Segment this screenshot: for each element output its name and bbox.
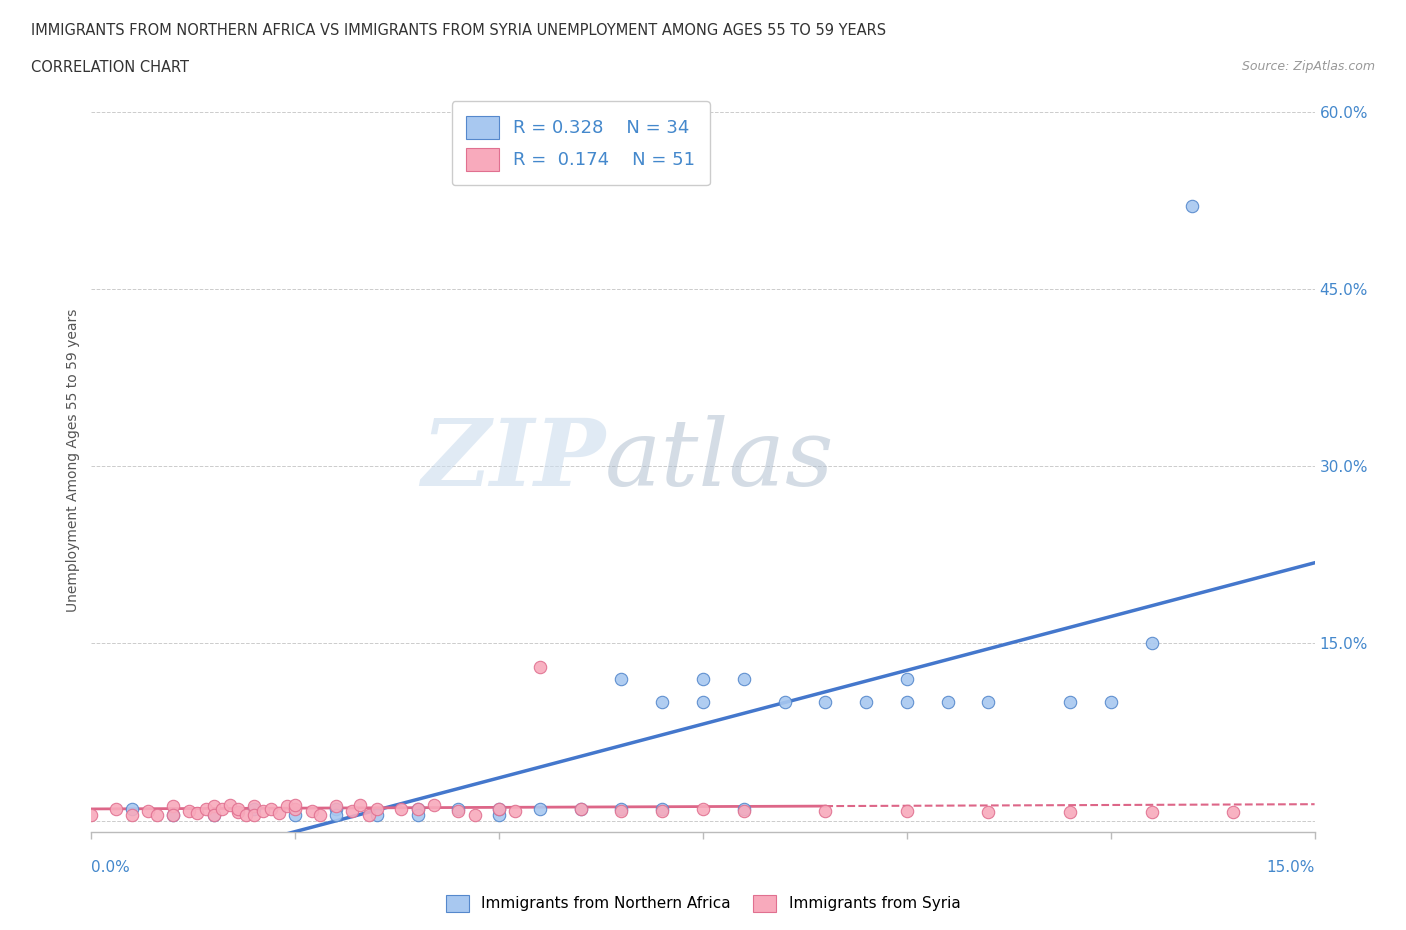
Point [733,804,755,818]
Point [569,802,592,817]
Point [325,802,347,817]
Point [505,804,527,818]
Point [357,807,380,822]
Point [276,799,298,814]
Point [226,802,249,817]
Text: CORRELATION CHART: CORRELATION CHART [31,60,188,75]
Point [896,671,918,686]
Point [406,802,429,817]
Point [162,799,184,814]
Point [936,695,959,710]
Point [325,807,347,822]
Point [733,802,755,817]
Point [226,804,249,819]
Point [814,804,837,818]
Point [406,807,429,822]
Point [260,802,283,817]
Point [202,799,225,814]
Point [610,804,633,818]
Point [855,695,877,710]
Point [1181,199,1204,214]
Point [162,807,184,822]
Point [488,802,510,817]
Point [447,804,470,818]
Legend: R = 0.328    N = 34, R =  0.174    N = 51: R = 0.328 N = 34, R = 0.174 N = 51 [451,101,710,185]
Point [235,807,257,822]
Text: IMMIGRANTS FROM NORTHERN AFRICA VS IMMIGRANTS FROM SYRIA UNEMPLOYMENT AMONG AGES: IMMIGRANTS FROM NORTHERN AFRICA VS IMMIG… [31,23,886,38]
Point [651,802,673,817]
Point [651,804,673,818]
Point [1222,804,1244,819]
Point [243,799,266,814]
Point [243,802,266,817]
Point [284,802,307,817]
Point [104,802,127,817]
Point [121,807,143,822]
Point [366,802,388,817]
Point [1059,804,1081,819]
Point [569,802,592,817]
Point [464,807,486,822]
Point [488,802,510,817]
Point [342,804,364,818]
Point [692,671,714,686]
Point [488,807,510,822]
Point [692,695,714,710]
Point [162,807,184,822]
Point [267,806,290,821]
Point [219,798,242,813]
Point [243,807,266,822]
Point [529,659,551,674]
Point [121,802,143,817]
Point [80,807,103,822]
Point [202,807,225,822]
Point [301,804,323,818]
Point [610,671,633,686]
Point [389,802,412,817]
Point [366,807,388,822]
Point [406,802,429,817]
Point [896,804,918,818]
Text: atlas: atlas [605,416,835,505]
Point [651,695,673,710]
Text: 15.0%: 15.0% [1267,860,1315,875]
Point [896,695,918,710]
Point [423,798,446,813]
Point [447,802,470,817]
Point [202,807,225,822]
Point [284,798,307,813]
Point [692,802,714,817]
Text: Source: ZipAtlas.com: Source: ZipAtlas.com [1241,60,1375,73]
Point [529,802,551,817]
Point [138,804,160,818]
Point [1059,695,1081,710]
Point [284,807,307,822]
Point [194,802,217,817]
Y-axis label: Unemployment Among Ages 55 to 59 years: Unemployment Among Ages 55 to 59 years [66,309,80,612]
Point [308,807,330,822]
Point [1140,636,1163,651]
Text: ZIP: ZIP [420,416,605,505]
Point [733,671,755,686]
Text: 0.0%: 0.0% [91,860,131,875]
Point [179,804,201,818]
Point [977,695,1000,710]
Point [814,695,837,710]
Point [977,804,1000,819]
Legend: Immigrants from Northern Africa, Immigrants from Syria: Immigrants from Northern Africa, Immigra… [440,889,966,918]
Point [1099,695,1122,710]
Point [252,804,274,818]
Point [610,802,633,817]
Point [211,802,233,817]
Point [349,798,371,813]
Point [325,799,347,814]
Point [1140,804,1163,819]
Point [145,807,167,822]
Point [773,695,796,710]
Point [186,806,208,821]
